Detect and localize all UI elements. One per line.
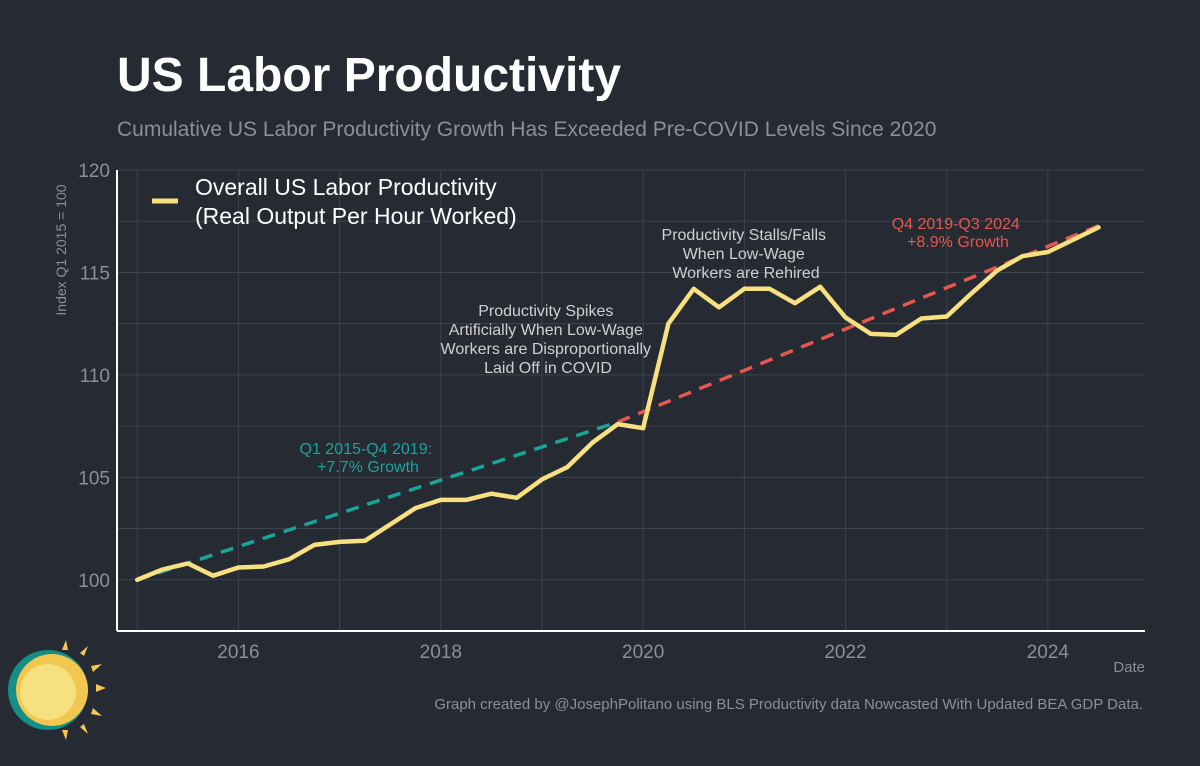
- annotation-post-covid-growth-line: +8.9% Growth: [907, 234, 1009, 251]
- y-tick-label: 110: [80, 366, 110, 387]
- x-tick-label: 2018: [420, 642, 462, 663]
- annotation-pre-covid-growth-line: Q1 2015-Q4 2019:: [300, 441, 433, 458]
- annotation-rehire-stall-line: Workers are Rehired: [672, 265, 819, 282]
- annotation-rehire-stall: Productivity Stalls/Falls When Low-Wage …: [662, 227, 831, 282]
- annotation-covid-spike: Productivity Spikes Artificially When Lo…: [441, 303, 656, 377]
- series-layer: [134, 225, 1101, 583]
- annotation-covid-spike-line: Artificially When Low-Wage: [449, 322, 643, 339]
- annotation-covid-spike-line: Productivity Spikes: [478, 303, 613, 320]
- annotation-pre-covid-growth: Q1 2015-Q4 2019: +7.7% Growth: [300, 441, 437, 476]
- trend-layer: [136, 224, 1100, 582]
- annotation-rehire-stall-line: Productivity Stalls/Falls: [662, 227, 827, 244]
- tick-layer: 100 105 110 115 120 2016 2018 2020 2022 2024: [78, 161, 1069, 663]
- annotation-layer: Productivity Spikes Artificially When Lo…: [300, 216, 1025, 476]
- chart-subtitle: Cumulative US Labor Productivity Growth …: [117, 118, 937, 141]
- annotation-pre-covid-growth-line: +7.7% Growth: [317, 459, 419, 476]
- x-tick-label: 2024: [1027, 642, 1070, 663]
- y-tick-label: 120: [78, 161, 110, 182]
- y-tick-label: 115: [80, 263, 110, 284]
- annotation-post-covid-growth: Q4 2019-Q3 2024 +8.9% Growth: [892, 216, 1025, 251]
- axis-layer: [116, 170, 1145, 632]
- annotation-covid-spike-line: Laid Off in COVID: [484, 360, 612, 377]
- x-axis-label: Date: [1113, 659, 1145, 676]
- chart-caption: Graph created by @JosephPolitano using B…: [434, 696, 1143, 713]
- x-tick-label: 2016: [217, 642, 259, 663]
- sun-ray-icon: [62, 640, 106, 740]
- sun-face-icon: [20, 664, 76, 720]
- annotation-covid-spike-line: Workers are Disproportionally: [441, 341, 651, 358]
- legend-label-line1: Overall US Labor Productivity: [195, 174, 497, 200]
- annotation-post-covid-growth-line: Q4 2019-Q3 2024: [892, 216, 1020, 233]
- annotation-rehire-stall-line: When Low-Wage: [683, 246, 805, 263]
- y-tick-label: 105: [78, 468, 110, 489]
- y-axis-label: Index Q1 2015 = 100: [53, 184, 69, 315]
- series-line-productivity: [134, 225, 1101, 583]
- chart-title: US Labor Productivity: [117, 49, 622, 102]
- x-tick-label: 2022: [824, 642, 866, 663]
- x-tick-label: 2020: [622, 642, 664, 663]
- sun-logo: [8, 640, 106, 740]
- y-tick-label: 100: [78, 571, 110, 592]
- legend-label-line2: (Real Output Per Hour Worked): [195, 203, 517, 229]
- legend: Overall US Labor Productivity (Real Outp…: [152, 174, 517, 229]
- trend-line-pre-covid: [136, 420, 619, 582]
